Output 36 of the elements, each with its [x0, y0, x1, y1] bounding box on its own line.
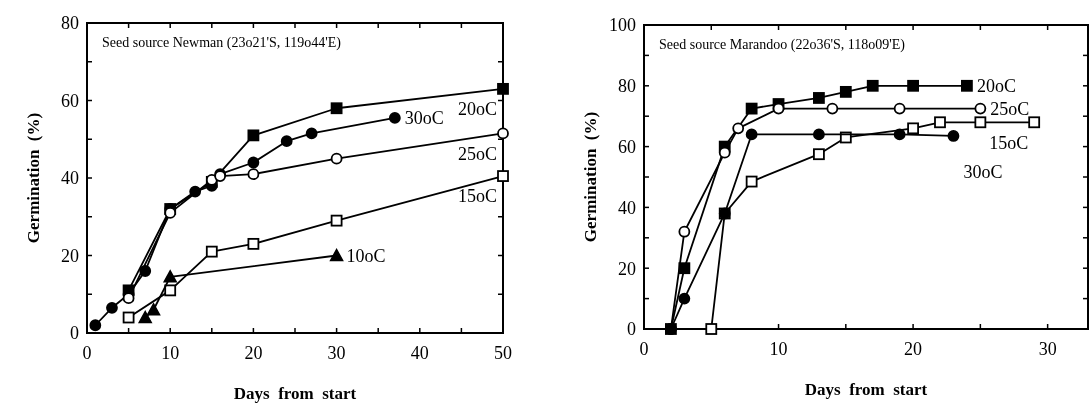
x-tick-label: 10 [161, 343, 180, 363]
y-tick-label: 0 [627, 319, 636, 340]
x-tick-label: 10 [769, 339, 788, 359]
y-tick-label: 60 [61, 90, 79, 111]
y-tick-label: 60 [618, 136, 636, 157]
y-tick-label: 20 [618, 258, 636, 279]
x-tick-label: 20 [244, 343, 263, 363]
series-label: 15oC [989, 132, 1029, 153]
y-tick-label: 40 [61, 168, 79, 189]
series-label: 30oC [404, 108, 444, 129]
y-tick-label: 80 [61, 13, 79, 34]
x-tick-label: 30 [327, 343, 346, 363]
legend-label: 20oC [457, 99, 497, 120]
series-label: 30oC [963, 162, 1003, 183]
y-tick-label: 80 [618, 76, 636, 97]
x-tick-label: 30 [1038, 339, 1057, 359]
y-tick-label: 0 [70, 323, 79, 344]
x-tick-label: 40 [410, 343, 429, 363]
x-tick-label: 20 [904, 339, 923, 359]
y-tick-label: 100 [609, 15, 636, 36]
y-axis-title: Germination (%) [581, 111, 600, 243]
series-label: 25oC [990, 98, 1030, 119]
x-axis-title: Days from start [233, 384, 357, 403]
x-axis-title: Days from start [804, 380, 928, 399]
series-label: 15oC [457, 186, 497, 207]
x-tick-label: 0 [82, 343, 92, 363]
series-label: 10oC [346, 245, 386, 266]
y-tick-label: 20 [61, 245, 79, 266]
text: Seed source Marandoo (22o36'S, 118o09'E) [659, 37, 906, 53]
y-axis-title: Germination (%) [24, 112, 43, 244]
series-label: 20oC [976, 76, 1016, 97]
text: Seed source Newman (23o21'S, 119o44'E) [102, 35, 342, 51]
legend-label: 25oC [457, 143, 497, 164]
x-tick-label: 50 [494, 343, 512, 363]
y-tick-label: 40 [618, 197, 636, 218]
x-tick-label: 0 [639, 339, 649, 359]
